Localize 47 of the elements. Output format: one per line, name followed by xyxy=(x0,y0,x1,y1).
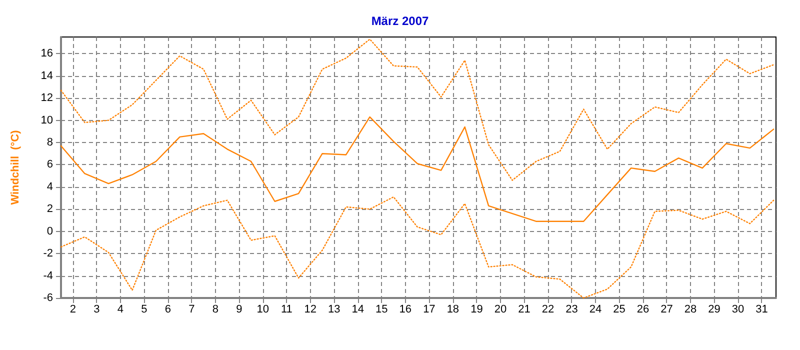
y-tick-label: -4 xyxy=(43,270,53,282)
x-tick-label: 6 xyxy=(164,304,171,316)
x-tick-label: 24 xyxy=(589,304,602,316)
x-tick-label: 22 xyxy=(542,304,554,316)
x-tick-label: 29 xyxy=(708,304,720,316)
line-series xyxy=(60,196,774,299)
y-tick-label: 16 xyxy=(40,48,53,60)
y-tick-label: -2 xyxy=(43,248,53,260)
x-tick-label: 25 xyxy=(613,304,626,316)
x-tick-label: 28 xyxy=(684,304,697,316)
x-tick-label: 7 xyxy=(188,304,195,316)
x-tick-label: 30 xyxy=(732,304,744,316)
x-tick-label: 4 xyxy=(117,304,124,316)
y-tick-label: 0 xyxy=(46,225,53,238)
x-tick-label: 8 xyxy=(212,304,218,316)
line-series xyxy=(60,116,774,222)
x-tick-label: 16 xyxy=(399,304,412,316)
x-tick-label: 31 xyxy=(756,304,768,316)
x-tick-label: 19 xyxy=(470,304,483,316)
x-tick-label: 21 xyxy=(518,304,530,316)
y-tick-label: 12 xyxy=(40,92,53,104)
x-tick-label: 20 xyxy=(494,304,507,316)
line-series xyxy=(60,38,774,181)
chart-title: März 2007 xyxy=(371,14,430,28)
x-tick-label: 27 xyxy=(660,304,673,316)
x-tick-label: 9 xyxy=(236,304,242,316)
x-tick-label: 10 xyxy=(256,304,270,316)
y-tick-label: 6 xyxy=(46,158,53,171)
y-tick-label: 4 xyxy=(46,180,53,193)
y-tick-label: 10 xyxy=(40,114,53,126)
x-tick-label: 26 xyxy=(636,304,650,316)
x-tick-label: 13 xyxy=(328,304,340,316)
x-tick-label: 3 xyxy=(94,304,100,316)
x-tick-label: 2 xyxy=(70,304,76,316)
y-tick-label: 14 xyxy=(40,70,53,82)
x-tick-label: 14 xyxy=(352,304,364,316)
x-tick-label: 12 xyxy=(304,304,317,316)
x-tick-label: 15 xyxy=(376,304,388,316)
x-tick-label: 17 xyxy=(423,304,436,316)
x-tick-label: 11 xyxy=(280,304,292,316)
y-tick-label: -6 xyxy=(43,292,53,304)
y-tick-label: 2 xyxy=(46,203,53,216)
y-tick-label: 8 xyxy=(46,136,53,149)
x-tick-label: 5 xyxy=(141,304,148,316)
x-tick-label: 23 xyxy=(566,304,578,316)
y-axis-title: Windchill (°C) xyxy=(10,130,22,205)
x-tick-label: 18 xyxy=(446,304,460,316)
